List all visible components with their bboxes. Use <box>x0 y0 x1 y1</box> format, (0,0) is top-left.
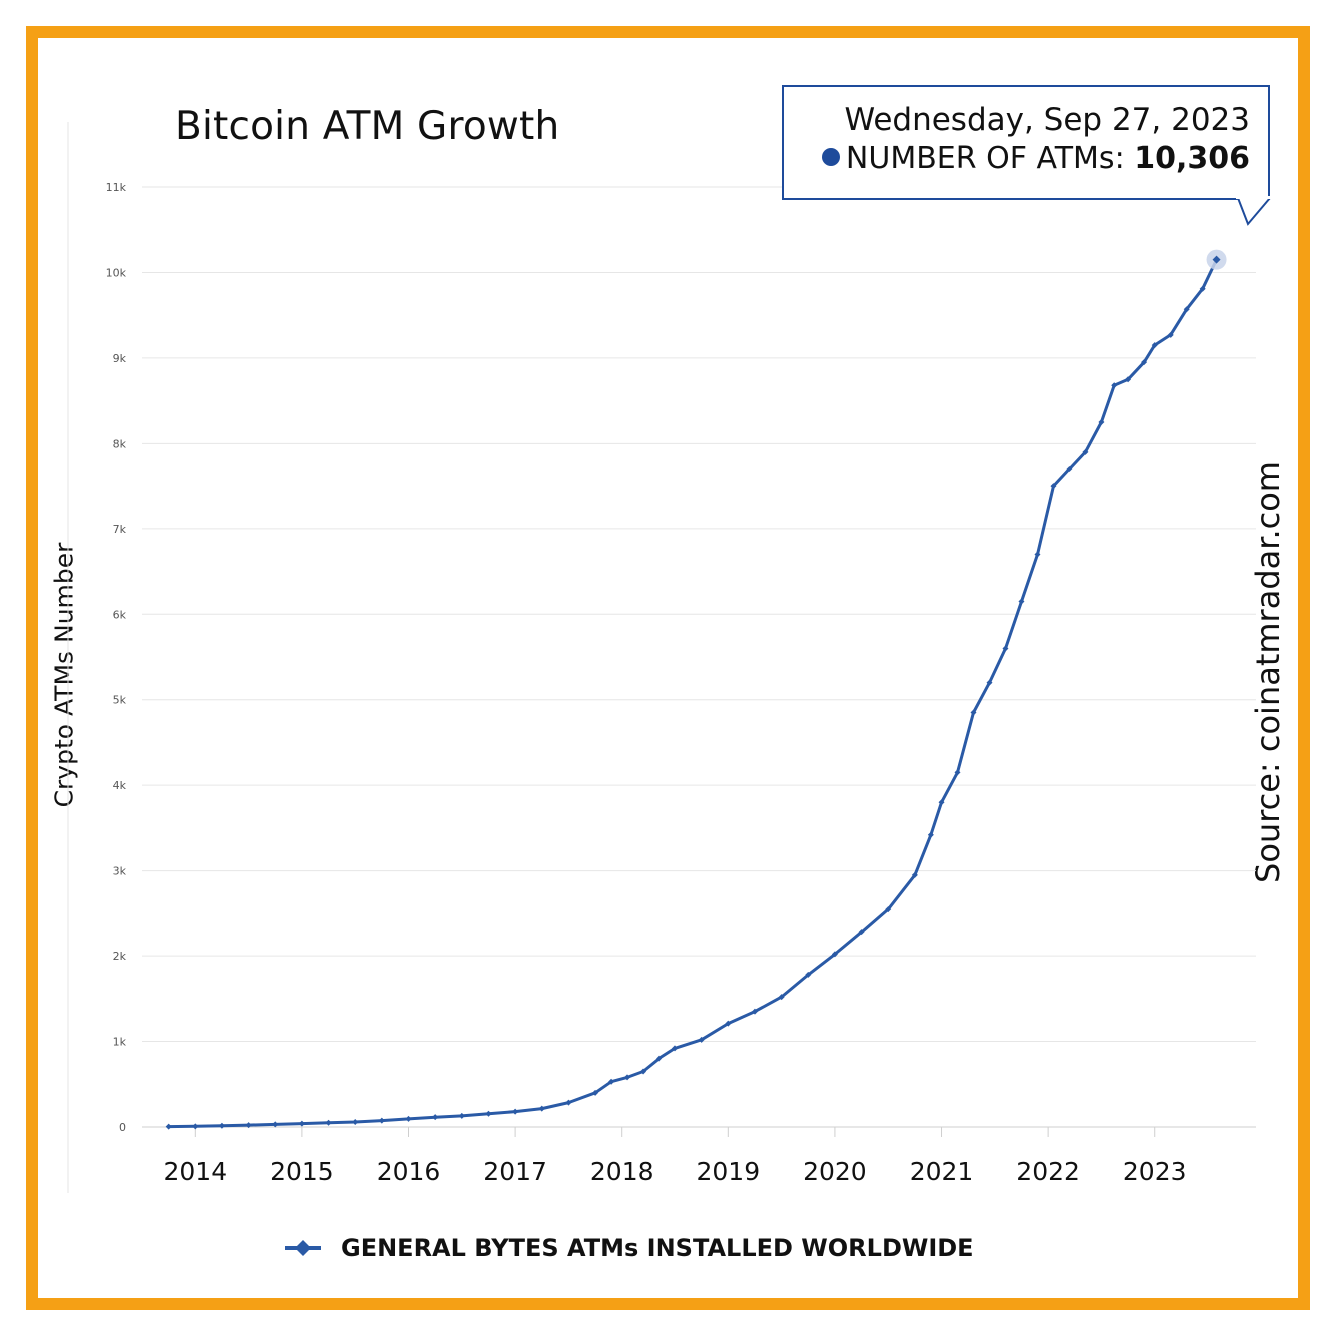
y-tick-label: 11k <box>106 181 127 194</box>
tooltip: Wednesday, Sep 27, 2023 NUMBER OF ATMs: … <box>782 85 1270 200</box>
data-point <box>624 1074 631 1081</box>
data-point <box>954 769 961 776</box>
data-point <box>218 1122 225 1129</box>
data-point <box>656 1055 663 1062</box>
data-point <box>1082 448 1089 455</box>
hover-point <box>1212 255 1221 264</box>
data-point <box>778 994 785 1001</box>
data-point <box>1199 285 1206 292</box>
data-point <box>165 1123 172 1130</box>
data-point <box>911 871 918 878</box>
data-point <box>538 1105 545 1112</box>
x-tick-label: 2018 <box>590 1157 654 1186</box>
data-point <box>1151 342 1158 349</box>
tooltip-pointer-icon <box>1236 196 1272 226</box>
data-point <box>725 1020 732 1027</box>
series-dot-icon <box>821 147 840 166</box>
data-point <box>405 1115 412 1122</box>
y-tick-label: 0 <box>119 1121 126 1134</box>
y-tick-label: 8k <box>113 437 127 450</box>
data-point <box>858 929 865 936</box>
y-tick-label: 9k <box>113 352 127 365</box>
data-point <box>512 1108 519 1115</box>
data-point <box>378 1117 385 1124</box>
data-point <box>1050 483 1057 490</box>
data-point <box>458 1112 465 1119</box>
y-tick-label: 7k <box>113 523 127 536</box>
data-point <box>1141 359 1148 366</box>
y-tick-label: 2k <box>113 950 127 963</box>
data-point <box>432 1114 439 1121</box>
data-point <box>352 1119 359 1126</box>
data-point <box>885 906 892 913</box>
x-tick-labels: 2014 2015 2016 2017 2018 2019 2020 2021 2022 2023 <box>163 1157 1186 1186</box>
y-tick-label: 1k <box>113 1036 127 1049</box>
x-tick-label: 2023 <box>1123 1157 1187 1186</box>
x-tick-label: 2022 <box>1016 1157 1080 1186</box>
data-point <box>970 709 977 716</box>
data-point <box>1018 598 1025 605</box>
y-tick-label: 3k <box>113 865 127 878</box>
x-tick-label: 2015 <box>270 1157 334 1186</box>
data-point <box>245 1122 252 1129</box>
data-point <box>1167 331 1174 338</box>
data-point <box>592 1089 599 1096</box>
y-tick-label: 4k <box>113 779 127 792</box>
data-point <box>485 1110 492 1117</box>
data-point <box>805 971 812 978</box>
data-point <box>1034 551 1041 558</box>
legend[interactable]: GENERAL BYTES ATMs INSTALLED WORLDWIDE <box>285 1230 974 1266</box>
y-tick-label: 10k <box>106 266 127 279</box>
data-point <box>1066 466 1073 472</box>
data-point <box>1098 419 1105 425</box>
data-point <box>1002 645 1009 652</box>
y-tick-label: 5k <box>113 694 127 707</box>
data-point <box>640 1068 647 1075</box>
data-point <box>608 1078 615 1085</box>
data-point <box>672 1045 679 1052</box>
data-point <box>565 1099 572 1106</box>
data-point <box>192 1123 199 1130</box>
data-point <box>751 1008 758 1015</box>
x-tick-label: 2019 <box>697 1157 761 1186</box>
chart-frame <box>26 26 1310 1310</box>
data-point <box>938 799 945 806</box>
tooltip-value: 10,306 <box>1134 141 1250 176</box>
x-tick-label: 2016 <box>377 1157 441 1186</box>
tooltip-series-label: NUMBER OF ATMs <box>845 141 1115 176</box>
data-point <box>698 1036 705 1043</box>
y-tick-label: 6k <box>113 608 127 621</box>
tooltip-date: Wednesday, Sep 27, 2023 <box>844 102 1250 138</box>
grid-lines <box>142 186 1256 1128</box>
series-group <box>165 249 1227 1130</box>
data-point <box>325 1119 332 1126</box>
data-point <box>927 831 934 838</box>
y-tick-labels: 0 1k 2k 3k 4k 5k 6k 7k 8k 9k 10k 11k <box>106 181 127 1134</box>
series-line <box>168 258 1218 1129</box>
x-tick-label: 2020 <box>803 1157 867 1186</box>
chart-title: Bitcoin ATM Growth <box>175 104 560 149</box>
x-tick-label: 2017 <box>483 1157 547 1186</box>
x-tick-label: 2014 <box>163 1157 227 1186</box>
tooltip-value-line: NUMBER OF ATMs: 10,306 <box>784 139 1250 179</box>
data-point <box>986 679 993 686</box>
axes <box>67 122 1256 1193</box>
data-point <box>298 1120 305 1127</box>
data-point <box>272 1121 279 1128</box>
data-point <box>1183 306 1190 313</box>
data-point <box>831 951 838 958</box>
data-point <box>1111 382 1118 389</box>
legend-marker-icon <box>285 1240 321 1256</box>
data-point <box>1125 376 1132 383</box>
x-tick-label: 2021 <box>910 1157 974 1186</box>
legend-label: GENERAL BYTES ATMs INSTALLED WORLDWIDE <box>341 1234 974 1262</box>
